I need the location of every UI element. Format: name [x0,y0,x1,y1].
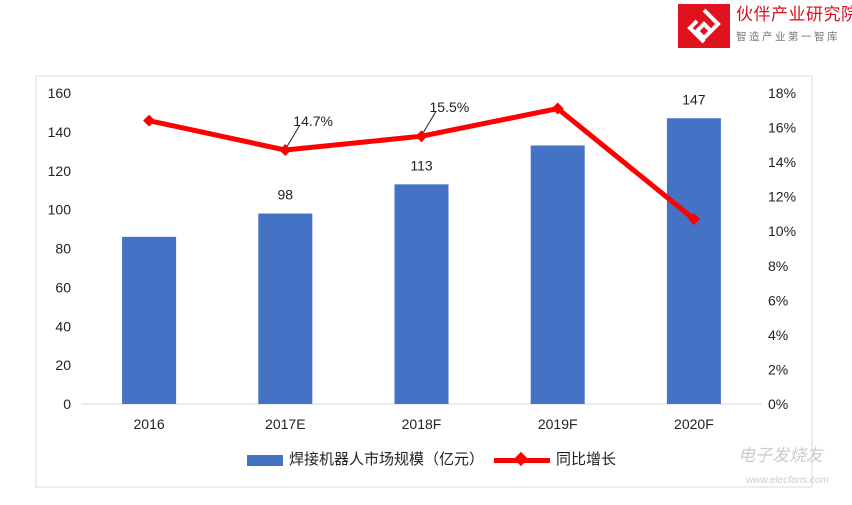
logo-icon [678,4,730,48]
legend-line-label: 同比增长 [556,451,617,468]
y-left-tick-label: 20 [55,357,71,373]
bar [122,236,177,404]
bar [530,145,585,404]
chart-border [35,75,813,488]
line-marker [415,130,428,143]
y-left-tick-label: 140 [48,124,72,140]
y-left-tick-label: 80 [55,241,71,257]
watermark-url: www.elecfans.com [746,475,829,486]
y-right-tick-label: 12% [768,189,796,205]
logo-subtitle: 智造产业第一智库 [736,31,840,43]
bar [258,213,313,404]
y-right-tick-label: 10% [768,223,796,239]
line-marker [279,144,292,157]
y-left-tick-label: 60 [55,279,71,295]
x-tick-label: 2019F [538,416,578,432]
x-tick-label: 2020F [674,416,714,432]
line-data-label: 14.7% [293,113,333,129]
legend-line-swatch [494,451,551,469]
line-data-label: 15.5% [430,99,470,115]
bar-data-label: 113 [410,157,433,173]
y-right-tick-label: 2% [768,361,788,377]
y-left-tick-label: 40 [55,318,71,334]
legend: 焊接机器人市场规模（亿元） 同比增长 [247,451,616,469]
bar [394,184,449,404]
y-left-tick-label: 100 [48,202,72,218]
legend-bar-label: 焊接机器人市场规模（亿元） [289,451,485,468]
x-tick-label: 2017E [265,416,305,432]
logo-title: 伙伴产业研究院 [736,5,852,24]
label-leader-line [286,125,300,147]
bar [666,118,721,405]
y-right-tick-label: 4% [768,327,788,343]
label-leader-line [423,111,436,133]
y-right-tick-label: 6% [768,292,788,308]
y-left-tick-label: 120 [48,163,72,179]
y-right-tick-label: 14% [768,154,796,170]
x-tick-label: 2016 [134,416,165,432]
bar-data-label: 98 [278,187,294,203]
line-marker [143,114,156,127]
legend-line-marker [513,451,529,467]
bar-data-label: 147 [682,91,706,107]
y-right-tick-label: 16% [768,120,796,136]
y-left-tick-label: 160 [48,85,72,101]
y-left-tick-label: 0 [63,396,71,412]
y-right-tick-label: 18% [768,85,796,101]
y-right-tick-label: 8% [768,258,788,274]
line-marker [687,213,700,226]
line-marker [551,102,564,115]
y-right-tick-label: 0% [768,396,788,412]
x-tick-label: 2018F [402,416,442,432]
watermark-title: 电子发烧友 [738,446,823,465]
legend-bar-swatch [247,454,283,466]
